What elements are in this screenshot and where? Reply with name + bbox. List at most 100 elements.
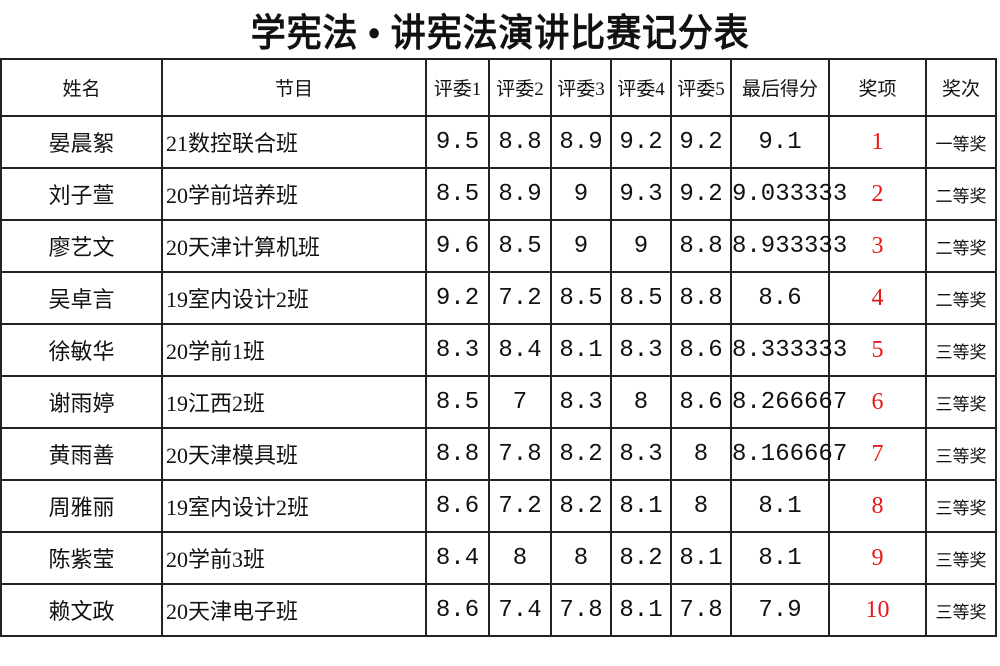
cell-judge4[interactable]: 8 — [610, 375, 672, 429]
cell-award-level[interactable]: 二等奖 — [925, 271, 997, 325]
cell-judge4[interactable]: 9.2 — [610, 115, 672, 169]
cell-final-score[interactable]: 8.166667 — [730, 427, 847, 481]
cell-judge5[interactable]: 8.6 — [670, 323, 732, 377]
cell-judge4[interactable]: 8.2 — [610, 531, 672, 585]
header-judge4[interactable]: 评委4 — [610, 58, 672, 117]
cell-judge2[interactable]: 8.5 — [488, 219, 552, 273]
cell-award-rank[interactable]: 5 — [828, 323, 927, 377]
cell-judge3[interactable]: 8.1 — [550, 323, 612, 377]
cell-judge2[interactable]: 8 — [488, 531, 552, 585]
cell-judge2[interactable]: 8.8 — [488, 115, 552, 169]
cell-judge2[interactable]: 7.8 — [488, 427, 552, 481]
cell-final-score[interactable]: 7.9 — [730, 583, 830, 637]
cell-judge2[interactable]: 7 — [488, 375, 552, 429]
header-judge2[interactable]: 评委2 — [488, 58, 552, 117]
cell-judge3[interactable]: 8.2 — [550, 479, 612, 533]
cell-award-rank[interactable]: 7 — [828, 427, 927, 481]
header-final-score[interactable]: 最后得分 — [730, 58, 830, 117]
cell-judge2[interactable]: 8.9 — [488, 167, 552, 221]
cell-judge3[interactable]: 8 — [550, 531, 612, 585]
cell-judge3[interactable]: 7.8 — [550, 583, 612, 637]
cell-judge5[interactable]: 9.2 — [670, 115, 732, 169]
cell-program[interactable]: 20天津计算机班 — [161, 219, 427, 273]
cell-program[interactable]: 19室内设计2班 — [161, 479, 427, 533]
cell-final-score[interactable]: 8.266667 — [730, 375, 847, 429]
cell-program[interactable]: 20天津模具班 — [161, 427, 427, 481]
cell-program[interactable]: 20学前3班 — [161, 531, 427, 585]
cell-award-level[interactable]: 三等奖 — [925, 479, 997, 533]
cell-program[interactable]: 19室内设计2班 — [161, 271, 427, 325]
cell-judge1[interactable]: 9.6 — [425, 219, 490, 273]
cell-award-rank[interactable]: 9 — [828, 531, 927, 585]
cell-judge5[interactable]: 8 — [670, 427, 732, 481]
cell-name[interactable]: 吴卓言 — [0, 271, 163, 325]
cell-award-level[interactable]: 二等奖 — [925, 219, 997, 273]
cell-award-level[interactable]: 三等奖 — [925, 583, 997, 637]
header-judge3[interactable]: 评委3 — [550, 58, 612, 117]
cell-program[interactable]: 20学前1班 — [161, 323, 427, 377]
cell-judge1[interactable]: 8.5 — [425, 375, 490, 429]
cell-judge1[interactable]: 9.5 — [425, 115, 490, 169]
cell-award-level[interactable]: 三等奖 — [925, 375, 997, 429]
cell-final-score[interactable]: 8.1 — [730, 531, 830, 585]
cell-final-score[interactable]: 8.1 — [730, 479, 830, 533]
header-name[interactable]: 姓名 — [0, 58, 163, 117]
cell-final-score[interactable]: 8.933333 — [730, 219, 847, 273]
cell-judge4[interactable]: 8.1 — [610, 583, 672, 637]
cell-award-level[interactable]: 二等奖 — [925, 167, 997, 221]
cell-award-level[interactable]: 一等奖 — [925, 115, 997, 169]
cell-name[interactable]: 谢雨婷 — [0, 375, 163, 429]
cell-judge1[interactable]: 8.3 — [425, 323, 490, 377]
cell-judge1[interactable]: 8.6 — [425, 479, 490, 533]
cell-judge2[interactable]: 8.4 — [488, 323, 552, 377]
cell-award-rank[interactable]: 10 — [828, 583, 927, 637]
cell-judge5[interactable]: 8.8 — [670, 271, 732, 325]
cell-judge4[interactable]: 8.5 — [610, 271, 672, 325]
cell-award-rank[interactable]: 8 — [828, 479, 927, 533]
cell-final-score[interactable]: 9.1 — [730, 115, 830, 169]
cell-judge3[interactable]: 8.2 — [550, 427, 612, 481]
cell-judge5[interactable]: 8.6 — [670, 375, 732, 429]
cell-award-level[interactable]: 三等奖 — [925, 323, 997, 377]
cell-judge1[interactable]: 8.4 — [425, 531, 490, 585]
cell-name[interactable]: 廖艺文 — [0, 219, 163, 273]
cell-name[interactable]: 刘子萱 — [0, 167, 163, 221]
cell-judge5[interactable]: 8.8 — [670, 219, 732, 273]
cell-award-rank[interactable]: 6 — [828, 375, 927, 429]
cell-program[interactable]: 19江西2班 — [161, 375, 427, 429]
cell-award-level[interactable]: 三等奖 — [925, 427, 997, 481]
cell-award-level[interactable]: 三等奖 — [925, 531, 997, 585]
cell-name[interactable]: 陈紫莹 — [0, 531, 163, 585]
cell-program[interactable]: 20学前培养班 — [161, 167, 427, 221]
cell-final-score[interactable]: 8.6 — [730, 271, 830, 325]
cell-program[interactable]: 21数控联合班 — [161, 115, 427, 169]
cell-judge5[interactable]: 7.8 — [670, 583, 732, 637]
cell-judge3[interactable]: 8.5 — [550, 271, 612, 325]
cell-name[interactable]: 晏晨絮 — [0, 115, 163, 169]
cell-judge2[interactable]: 7.4 — [488, 583, 552, 637]
cell-judge5[interactable]: 8.1 — [670, 531, 732, 585]
cell-judge2[interactable]: 7.2 — [488, 271, 552, 325]
cell-judge4[interactable]: 8.3 — [610, 323, 672, 377]
cell-judge3[interactable]: 9 — [550, 167, 612, 221]
cell-judge3[interactable]: 8.3 — [550, 375, 612, 429]
cell-judge4[interactable]: 8.1 — [610, 479, 672, 533]
cell-award-rank[interactable]: 4 — [828, 271, 927, 325]
cell-judge1[interactable]: 9.2 — [425, 271, 490, 325]
cell-judge1[interactable]: 8.5 — [425, 167, 490, 221]
cell-judge5[interactable]: 8 — [670, 479, 732, 533]
cell-judge1[interactable]: 8.6 — [425, 583, 490, 637]
cell-name[interactable]: 黄雨善 — [0, 427, 163, 481]
cell-judge3[interactable]: 8.9 — [550, 115, 612, 169]
cell-final-score[interactable]: 9.033333 — [730, 167, 847, 221]
header-judge1[interactable]: 评委1 — [425, 58, 490, 117]
cell-name[interactable]: 周雅丽 — [0, 479, 163, 533]
cell-program[interactable]: 20天津电子班 — [161, 583, 427, 637]
cell-judge1[interactable]: 8.8 — [425, 427, 490, 481]
sheet-title[interactable]: 学宪法 • 讲宪法演讲比赛记分表 — [0, 0, 1000, 58]
cell-judge4[interactable]: 9.3 — [610, 167, 672, 221]
cell-award-rank[interactable]: 2 — [828, 167, 927, 221]
cell-final-score[interactable]: 8.333333 — [730, 323, 847, 377]
cell-name[interactable]: 赖文政 — [0, 583, 163, 637]
cell-judge2[interactable]: 7.2 — [488, 479, 552, 533]
